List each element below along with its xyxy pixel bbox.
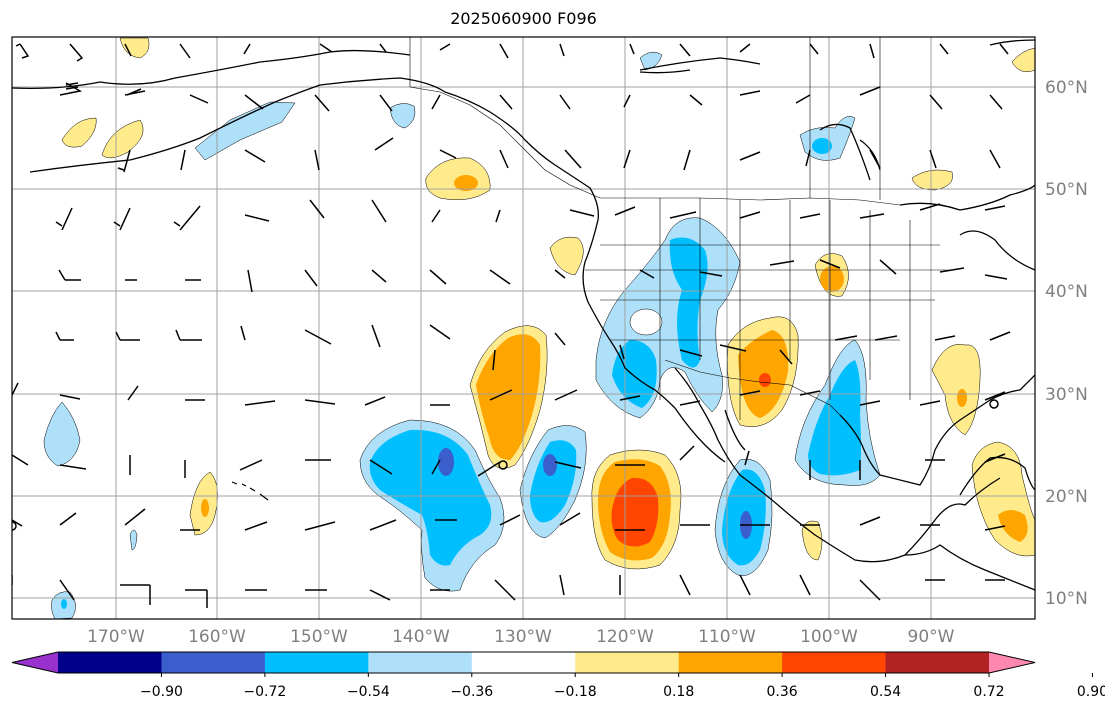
lon-label-140w: 140°W xyxy=(392,627,450,647)
small-circle-marker xyxy=(989,399,999,409)
negative-anomaly-core xyxy=(369,429,492,566)
colorbar-segment xyxy=(368,652,473,673)
lon-label-90w: 90°W xyxy=(908,627,955,647)
map-area xyxy=(12,37,1035,619)
negative-anomaly-region xyxy=(389,103,416,129)
lon-label-100w: 100°W xyxy=(800,627,858,647)
negative-anomaly-region xyxy=(194,101,296,161)
lon-label-130w: 130°W xyxy=(494,627,552,647)
colorbar-segment xyxy=(575,652,680,673)
negative-anomaly-core xyxy=(61,599,67,609)
lat-label-50n: 50°N xyxy=(1045,180,1088,200)
lat-labels: 60°N 50°N 40°N 30°N 20°N 10°N xyxy=(1045,78,1088,609)
colorbar-segment xyxy=(782,652,887,673)
colorbar-tick-label: 0.18 xyxy=(663,684,694,700)
lon-label-170w: 170°W xyxy=(87,627,145,647)
colorbar-segment xyxy=(58,652,162,673)
positive-anomaly-core xyxy=(454,175,478,191)
colorbar-tick-label: −0.72 xyxy=(243,684,286,700)
colorbar-tick-label: 0.36 xyxy=(767,684,798,700)
colorbar-ticks: −0.90 −0.72 −0.54 −0.36 −0.18 0.18 0.36 0.54 0.7… xyxy=(140,673,1105,700)
negative-anomaly-region xyxy=(639,51,663,71)
colorbar-extend-min xyxy=(12,652,58,673)
wind-barbs xyxy=(12,43,1011,608)
positive-anomaly-core xyxy=(201,499,209,517)
negative-anomaly-region xyxy=(799,116,856,161)
negative-anomaly-core xyxy=(812,138,832,154)
colorbar-segment xyxy=(885,652,990,673)
small-circle-marker xyxy=(12,521,17,531)
map-frame xyxy=(11,36,1036,620)
lon-label-120w: 120°W xyxy=(596,627,654,647)
hawaiian-islands xyxy=(231,481,269,501)
lon-label-110w: 110°W xyxy=(698,627,756,647)
positive-anomaly-core xyxy=(998,510,1028,542)
positive-anomaly-core xyxy=(820,266,844,292)
colorbar-segment xyxy=(471,652,576,673)
lon-label-160w: 160°W xyxy=(188,627,246,647)
colorbar-tick-label: −0.90 xyxy=(140,684,183,700)
lat-label-30n: 30°N xyxy=(1045,385,1088,405)
gridlines xyxy=(12,37,1035,619)
positive-anomaly-region xyxy=(931,344,981,436)
colorbar xyxy=(11,651,1036,674)
negative-anomaly-core xyxy=(808,360,861,476)
negative-anomaly-core xyxy=(530,440,577,523)
colorbar-tick-label: −0.54 xyxy=(347,684,390,700)
positive-anomaly-region xyxy=(119,37,150,59)
lat-label-60n: 60°N xyxy=(1045,78,1088,98)
colorbar-outline xyxy=(11,651,1036,674)
lon-labels: 170°W 160°W 150°W 140°W 130°W 120°W 110°… xyxy=(87,627,955,647)
positive-anomaly-max xyxy=(759,373,771,387)
positive-anomaly-core xyxy=(476,334,541,460)
positive-anomaly-region xyxy=(549,236,584,276)
anomaly-hole xyxy=(629,308,663,336)
positive-anomaly-region xyxy=(801,520,823,561)
colorbar-tick-label: 0.72 xyxy=(973,684,1004,700)
colorbar-tick-label: 0.54 xyxy=(870,684,901,700)
map-title: 2025060900 F096 xyxy=(450,9,597,28)
positive-anomaly-region xyxy=(1011,47,1035,72)
colorbar-tick-label: −0.36 xyxy=(450,684,493,700)
colorbar-segment xyxy=(161,652,266,673)
colorbar-extend-max xyxy=(989,652,1035,673)
lat-label-40n: 40°N xyxy=(1045,282,1088,302)
colorbar-segment xyxy=(264,652,369,673)
lat-label-10n: 10°N xyxy=(1045,589,1088,609)
positive-anomaly-region xyxy=(971,441,1035,557)
colorbar-tick-label: 0.90 xyxy=(1077,684,1105,700)
colorbar-tick-label: −0.18 xyxy=(554,684,597,700)
positive-anomaly-region xyxy=(61,117,97,148)
positive-anomaly-region xyxy=(101,119,144,159)
negative-anomaly-max xyxy=(543,454,557,476)
small-circle-marker xyxy=(498,460,508,470)
lon-label-150w: 150°W xyxy=(290,627,348,647)
lat-label-20n: 20°N xyxy=(1045,487,1088,507)
positive-anomaly-region xyxy=(911,169,953,191)
negative-anomaly-max xyxy=(438,448,454,476)
positive-anomaly-core xyxy=(957,389,967,407)
shaded-fields xyxy=(43,37,1035,619)
political-borders xyxy=(409,37,950,421)
negative-anomaly-region xyxy=(595,217,741,419)
negative-anomaly-region xyxy=(43,401,81,467)
negative-anomaly-region xyxy=(129,529,138,551)
colorbar-segment xyxy=(678,652,783,673)
